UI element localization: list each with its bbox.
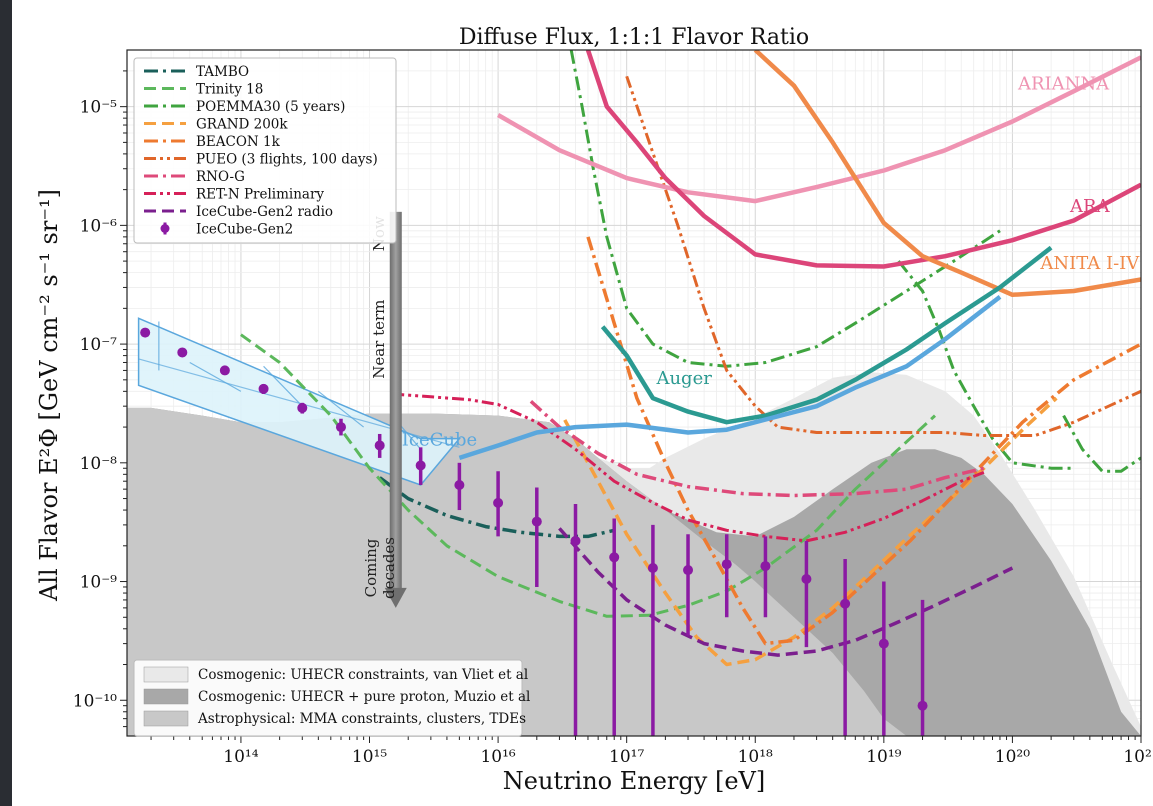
gen2-data-point	[415, 460, 426, 471]
x-tick-label: 10¹⁴	[223, 747, 258, 767]
series-line-rno-g	[529, 400, 985, 498]
series-line-poemma30-5-years	[1062, 414, 1141, 473]
legend-label-grand-200k: GRAND 200k	[196, 117, 288, 133]
series-line-tambo	[378, 476, 615, 539]
series-line-auger	[600, 245, 1053, 425]
gen2-data-point	[647, 563, 658, 574]
series-line-grand-200k	[563, 396, 1058, 667]
legend-label-rno-g: RNO-G	[196, 169, 245, 185]
chart-title: Diffuse Flux, 1:1:1 Flavor Ratio	[459, 25, 809, 50]
annotation-ara: ARA	[1069, 196, 1111, 217]
timeline-arrow-shaft	[389, 211, 402, 590]
legend-label-beacon-1k: BEACON 1k	[196, 134, 281, 150]
gen2-data-point	[878, 638, 889, 649]
legend-bands: Cosmogenic: UHECR constraints, van Vliet…	[133, 659, 530, 737]
series-line-ret-n-preliminary	[392, 392, 985, 543]
x-tick-label: 10²⁰	[995, 747, 1030, 767]
y-tick-label: 10⁻¹⁰	[73, 691, 117, 711]
band-legend-label-astrophysical-mma-constraints-clusters-tdes: Astrophysical: MMA constraints, clusters…	[197, 711, 526, 727]
timeline-label-line: decades	[380, 537, 398, 599]
legend-swatch-icecube-gen2	[160, 224, 170, 233]
legend-label-tambo: TAMBO	[196, 64, 249, 80]
series-line-pueo-3-flights-100-days	[625, 75, 1141, 437]
legend-label-poemma30-5-years: POEMMA30 (5 years)	[196, 99, 345, 115]
series-line-poemma30-5-years	[569, 50, 1001, 368]
gen2-data-point	[219, 365, 230, 376]
gen2-data-point	[258, 383, 269, 394]
x-tick-label: 10¹⁹	[866, 747, 901, 767]
series-line-trinity-18	[240, 333, 937, 618]
band-legend-label-cosmogenic-uhecr-constraints-van-vliet-et-al: Cosmogenic: UHECR constraints, van Vliet…	[198, 667, 528, 683]
gen2-data-point	[917, 700, 928, 711]
y-tick-label: 10⁻⁵	[80, 98, 118, 118]
timeline-arrow-head	[384, 587, 407, 608]
legend-label-trinity-18: Trinity 18	[196, 82, 263, 98]
plot-frame	[126, 49, 1142, 737]
legend-label-icecube-gen2: IceCube-Gen2	[196, 222, 293, 238]
gen2-data-point	[840, 598, 851, 609]
x-tick-label: 10¹⁷	[609, 747, 644, 767]
y-tick-label: 10⁻⁷	[80, 335, 118, 355]
legend-label-ret-n-preliminary: RET-N Preliminary	[196, 187, 324, 203]
timeline-label-coming-decades: Comingdecades	[362, 537, 398, 599]
gen2-data-point	[177, 347, 188, 358]
y-tick-label: 10⁻⁶	[80, 216, 118, 236]
band-astrophysical-mma-constraints-clusters-tdes	[127, 407, 907, 736]
annotation-icecube: IceCube	[402, 429, 477, 450]
bowtie-center-line	[138, 358, 460, 448]
x-tick-label: 10¹⁸	[738, 747, 773, 767]
y-tick-label: 10⁻⁹	[80, 573, 118, 593]
series-lines	[240, 50, 1141, 667]
series-line-anita-i-iv	[753, 50, 1141, 298]
legend-box	[133, 57, 397, 244]
gen2-data-point	[721, 559, 732, 570]
annotation-auger: Auger	[655, 368, 712, 389]
bowtie-hatch-line	[189, 361, 242, 392]
x-tick-label: 10¹⁶	[480, 747, 515, 767]
series-line-ara	[585, 50, 1141, 269]
band-legend-swatch-cosmogenic-uhecr-constraints-van-vliet-et-al	[143, 666, 189, 683]
y-axis-label: All Flavor E²Φ [GeV cm⁻² s⁻¹ sr⁻¹]	[35, 189, 63, 602]
series-line-icecube-gen2-radio	[558, 527, 1014, 657]
timeline-label-line: Coming	[362, 538, 380, 597]
series-line-icecube	[458, 295, 1002, 461]
bowtie-hatch-line	[263, 365, 303, 407]
legend-label-icecube-gen2-radio: IceCube-Gen2 radio	[196, 204, 333, 220]
band-legend-swatch-cosmogenic-uhecr-pure-proton-muzio-et-al	[143, 688, 189, 705]
x-tick-label: 10¹⁵	[352, 747, 387, 767]
gen2-data-point	[570, 535, 581, 546]
annotation-arianna: ARIANNA	[1017, 73, 1110, 94]
annotation-anita-i-iv: ANITA I-IV	[1039, 253, 1140, 274]
gen2-data-point	[683, 565, 694, 576]
gen2-data-point	[609, 552, 620, 563]
gen2-data-point	[760, 561, 771, 572]
series-line-poemma30-5-years	[897, 260, 1074, 470]
band-legend-label-cosmogenic-uhecr-pure-proton-muzio-et-al: Cosmogenic: UHECR + pure proton, Muzio e…	[198, 689, 530, 705]
band-legend-box	[133, 659, 523, 737]
icecube-gen2-points	[140, 327, 928, 736]
timeline-label-near-term: Near term	[370, 300, 388, 379]
gen2-data-point	[374, 440, 385, 451]
gen2-data-point	[801, 574, 812, 585]
gen2-data-point	[493, 497, 504, 508]
gen2-data-point	[297, 402, 308, 413]
band-legend-swatch-astrophysical-mma-constraints-clusters-tdes	[143, 710, 189, 727]
x-axis-label: Neutrino Energy [eV]	[503, 767, 765, 795]
y-tick-label: 10⁻⁸	[80, 454, 118, 474]
legend-label-pueo-3-flights-100-days: PUEO (3 flights, 100 days)	[196, 152, 378, 168]
series-line-arianna	[496, 55, 1141, 204]
gen2-data-point	[140, 327, 151, 338]
gen2-data-point	[454, 480, 465, 491]
gen2-data-point	[531, 516, 542, 527]
gen2-data-point	[335, 422, 346, 433]
bowtie-hatch-line	[317, 390, 364, 428]
curve-annotations: ARIANNA ARA ANITA I-IV Auger IceCube	[402, 73, 1141, 450]
